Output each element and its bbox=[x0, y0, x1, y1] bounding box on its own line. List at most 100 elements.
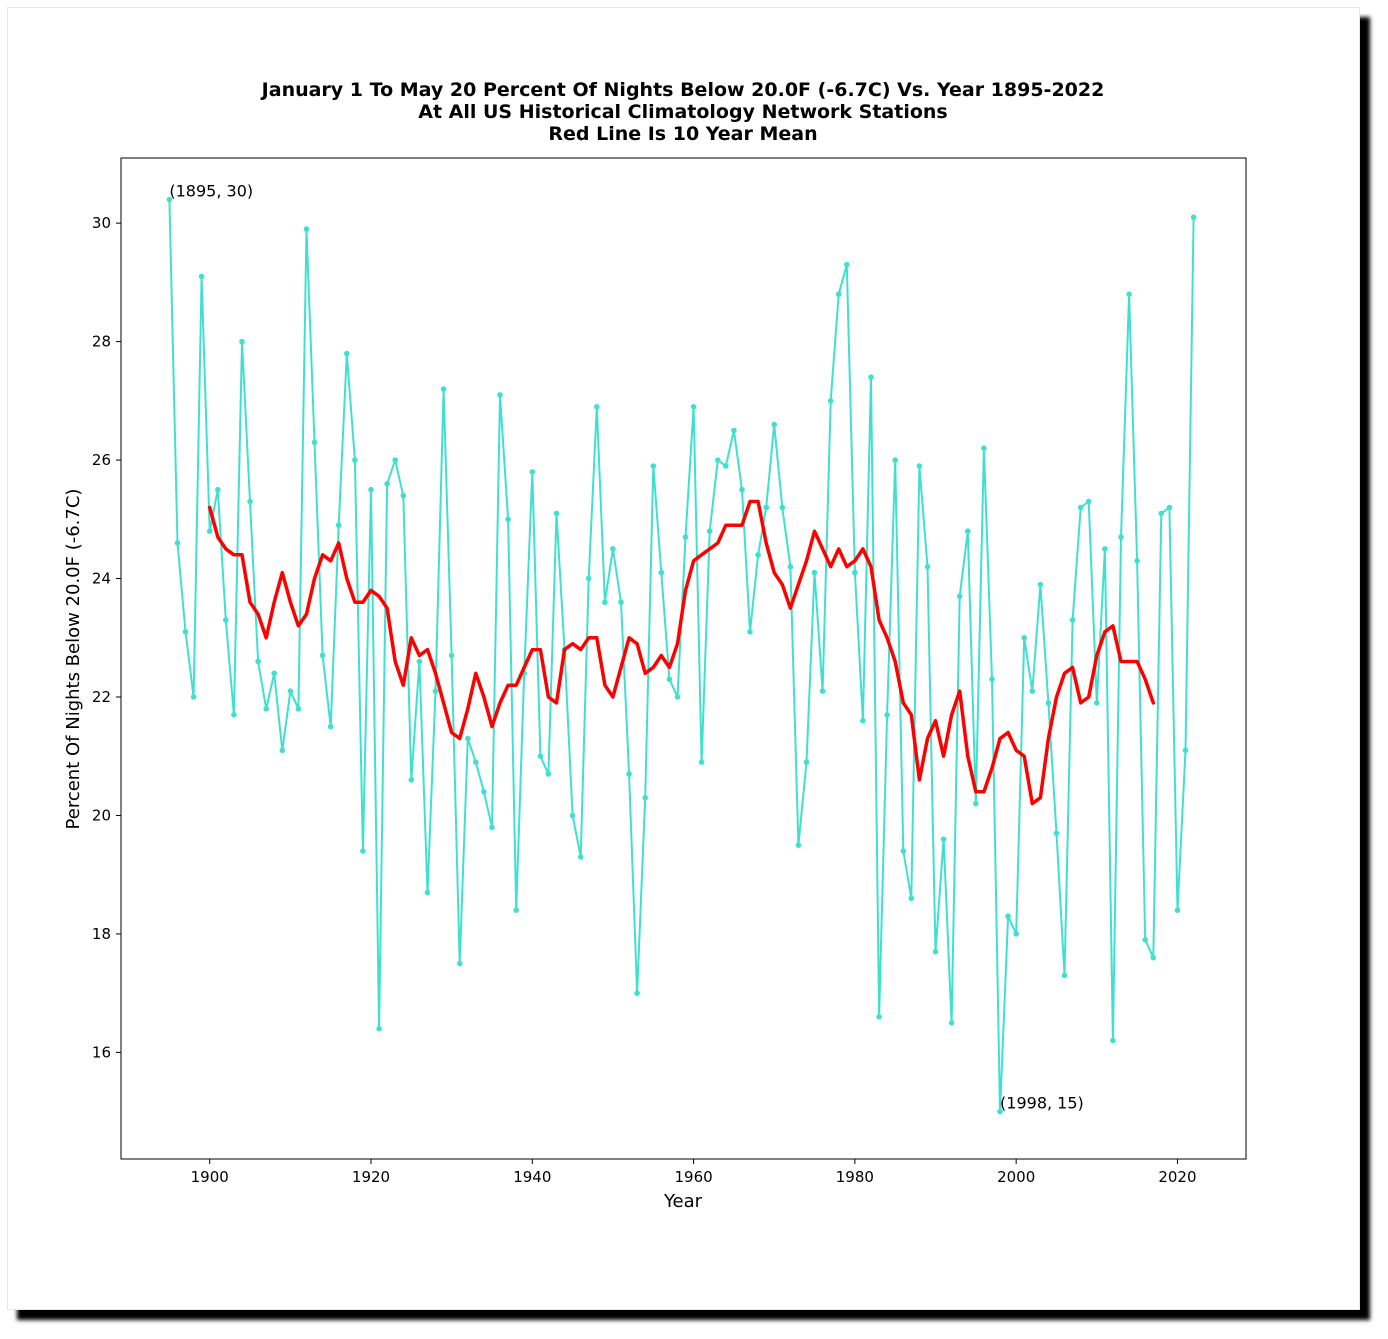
data-point bbox=[416, 658, 423, 665]
data-point bbox=[787, 563, 794, 570]
data-point bbox=[989, 676, 995, 682]
data-point bbox=[803, 759, 810, 765]
data-point bbox=[448, 652, 455, 659]
data-point bbox=[223, 617, 229, 623]
data-point bbox=[924, 563, 931, 570]
data-point bbox=[408, 777, 415, 783]
data-point bbox=[642, 794, 648, 801]
chart-subtitle-line-1: At All US Historical Climatology Network… bbox=[418, 101, 948, 123]
data-point bbox=[1061, 972, 1068, 979]
data-point bbox=[335, 522, 342, 528]
data-point bbox=[682, 534, 689, 540]
data-point bbox=[166, 196, 173, 203]
y-tick-label: 30 bbox=[92, 214, 111, 232]
data-point bbox=[690, 404, 697, 410]
data-point bbox=[456, 960, 463, 967]
data-point bbox=[1190, 214, 1197, 220]
data-point bbox=[634, 990, 640, 996]
data-point bbox=[658, 569, 665, 576]
data-point bbox=[835, 291, 842, 298]
data-point bbox=[481, 789, 487, 795]
data-point bbox=[1013, 931, 1019, 937]
data-point bbox=[1134, 558, 1140, 564]
y-axis-ticks: 16 18 20 22 24 26 28 30 bbox=[92, 214, 121, 1061]
data-point bbox=[1158, 510, 1165, 517]
data-point bbox=[1005, 913, 1011, 919]
data-point bbox=[706, 528, 713, 534]
data-point bbox=[900, 848, 907, 854]
x-tick-label: 1980 bbox=[836, 1168, 874, 1186]
annotation-label: (1998, 15) bbox=[1000, 1094, 1084, 1113]
y-tick-label: 24 bbox=[92, 570, 111, 588]
data-point bbox=[755, 552, 761, 558]
data-point bbox=[497, 392, 503, 398]
data-point bbox=[465, 735, 471, 742]
data-point bbox=[1085, 498, 1092, 505]
data-point bbox=[739, 486, 745, 493]
data-point bbox=[577, 854, 584, 860]
plot-layer bbox=[166, 196, 1197, 1115]
data-point bbox=[1182, 747, 1189, 754]
data-point bbox=[916, 463, 923, 469]
data-point bbox=[384, 481, 390, 487]
data-point bbox=[545, 771, 552, 777]
data-point bbox=[473, 759, 479, 765]
x-tick-label: 1920 bbox=[352, 1168, 390, 1186]
data-point bbox=[1053, 830, 1060, 836]
x-tick-label: 2000 bbox=[997, 1168, 1035, 1186]
data-point bbox=[723, 463, 729, 469]
data-point bbox=[666, 676, 673, 682]
data-point bbox=[594, 404, 600, 410]
data-point bbox=[932, 948, 939, 955]
data-point bbox=[376, 1025, 382, 1032]
data-point bbox=[852, 569, 858, 576]
data-point bbox=[698, 759, 705, 765]
data-point bbox=[247, 498, 253, 505]
data-point bbox=[965, 528, 971, 534]
data-point bbox=[1029, 688, 1036, 694]
y-axis-label: Percent Of Nights Below 20.0F (-6.7C) bbox=[63, 489, 84, 830]
data-point bbox=[674, 694, 681, 700]
figure-frame bbox=[7, 7, 1360, 1310]
data-point bbox=[763, 504, 769, 511]
data-point bbox=[795, 842, 802, 848]
data-point bbox=[239, 338, 245, 345]
data-point bbox=[940, 836, 947, 842]
data-point bbox=[287, 688, 294, 694]
x-tick-label: 1900 bbox=[191, 1168, 229, 1186]
data-point bbox=[505, 516, 511, 523]
y-tick-label: 20 bbox=[92, 806, 111, 824]
data-point bbox=[231, 712, 237, 718]
data-point bbox=[731, 427, 737, 434]
data-point bbox=[610, 546, 616, 552]
data-point bbox=[1077, 504, 1084, 511]
plot-area-frame bbox=[120, 157, 1247, 1160]
data-point bbox=[303, 226, 310, 232]
data-point bbox=[1126, 291, 1132, 298]
y-tick-label: 28 bbox=[92, 333, 111, 351]
data-point bbox=[997, 1108, 1003, 1115]
data-point bbox=[344, 350, 350, 357]
data-point bbox=[327, 723, 334, 730]
data-point bbox=[513, 907, 519, 913]
data-point bbox=[311, 439, 318, 446]
data-point bbox=[279, 747, 286, 754]
data-point bbox=[1142, 937, 1148, 943]
data-point bbox=[215, 486, 221, 493]
data-point bbox=[844, 261, 850, 268]
data-point bbox=[585, 575, 592, 582]
data-point bbox=[206, 528, 213, 534]
data-point bbox=[618, 599, 624, 605]
data-point bbox=[868, 374, 874, 381]
y-tick-label: 16 bbox=[92, 1043, 111, 1061]
y-tick-label: 18 bbox=[92, 925, 111, 943]
annotations: (1895, 30) (1998, 15) bbox=[169, 181, 1083, 1112]
data-point bbox=[892, 457, 898, 463]
data-point bbox=[827, 398, 834, 404]
data-point bbox=[537, 753, 544, 759]
data-point bbox=[779, 504, 786, 511]
data-point bbox=[1021, 635, 1027, 641]
data-point bbox=[715, 457, 721, 463]
data-point bbox=[819, 688, 826, 694]
